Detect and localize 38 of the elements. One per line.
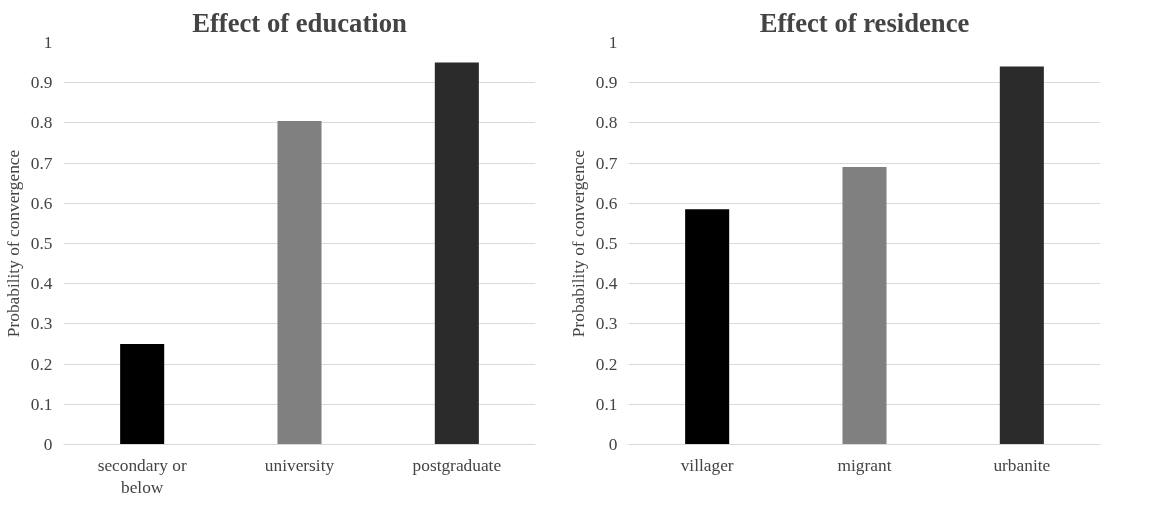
y-tick-label: 0.3 [595, 314, 618, 334]
x-tick-label: university [264, 455, 335, 475]
y-tick-label: 0 [43, 435, 53, 454]
y-tick-label: 0.5 [30, 234, 53, 253]
bar [277, 120, 322, 445]
y-tick-label: 0.1 [30, 394, 53, 414]
y-axis-title: Probability of convergence [3, 149, 23, 338]
y-tick-label: 0.8 [30, 113, 53, 133]
x-tick-label: secondary or below [97, 455, 187, 498]
x-tick-label: postgraduate [412, 455, 502, 475]
bar [120, 344, 165, 445]
x-tick-label: villager [680, 455, 734, 475]
y-tick-label: 0.4 [595, 274, 618, 294]
y-tick-label: 0.2 [30, 354, 53, 374]
bar [999, 66, 1044, 445]
y-tick-label: 0.6 [595, 193, 618, 213]
y-tick-label: 0.7 [595, 153, 618, 173]
y-tick-label: 0.6 [30, 193, 53, 213]
bar [434, 62, 479, 445]
y-tick-label: 0.1 [595, 394, 618, 414]
bar [685, 209, 730, 445]
y-tick-label: 1 [43, 33, 53, 52]
y-tick-label: 0.2 [595, 354, 618, 374]
y-tick-label: 0.5 [595, 234, 618, 253]
x-tick-label: migrant [837, 455, 892, 475]
y-axis-title: Probability of convergence [568, 149, 588, 338]
y-tick-label: 0 [608, 435, 618, 454]
y-tick-label: 0.8 [595, 113, 618, 133]
y-tick-label: 0.7 [30, 153, 53, 173]
y-tick-label: 0.9 [595, 73, 618, 93]
chart-title: Effect of residence [759, 7, 970, 38]
bar [842, 167, 887, 445]
y-tick-label: 0.9 [30, 73, 53, 93]
chart-title: Effect of education [192, 7, 408, 38]
y-tick-label: 0.4 [30, 274, 53, 294]
x-tick-label: urbanite [993, 455, 1051, 475]
y-tick-label: 1 [608, 33, 618, 52]
y-tick-label: 0.3 [30, 314, 53, 334]
